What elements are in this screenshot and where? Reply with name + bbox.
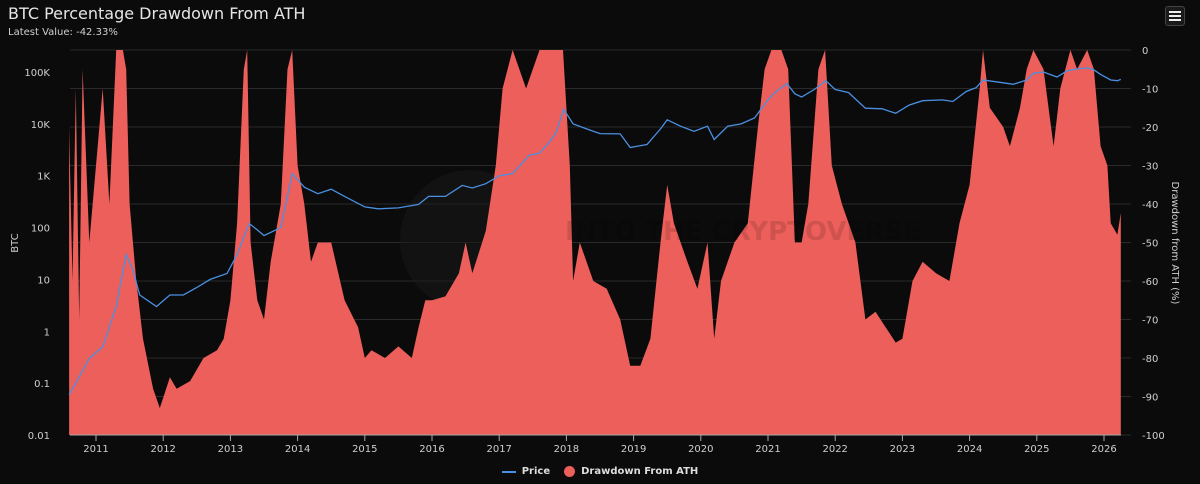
- legend: Price Drawdown From ATH: [0, 466, 1200, 477]
- legend-label-drawdown: Drawdown From ATH: [581, 466, 699, 477]
- x-tick-label: 2011: [83, 444, 108, 455]
- x-tick-label: 2014: [285, 444, 310, 455]
- x-tick-label: 2018: [554, 444, 579, 455]
- right-tick-label: -60: [1142, 277, 1158, 288]
- x-tick-label: 2013: [218, 444, 243, 455]
- legend-label-price: Price: [521, 466, 551, 477]
- x-tick-label: 2022: [822, 444, 847, 455]
- left-tick-label: 10K: [31, 120, 51, 131]
- legend-item-drawdown[interactable]: Drawdown From ATH: [564, 466, 698, 477]
- right-tick-label: 0: [1142, 46, 1148, 57]
- x-tick-label: 2017: [486, 444, 511, 455]
- right-tick-label: -40: [1142, 200, 1158, 211]
- x-tick-label: 2023: [890, 444, 915, 455]
- chart-title: BTC Percentage Drawdown From ATH: [8, 4, 306, 23]
- left-tick-label: 0.01: [28, 431, 50, 442]
- hamburger-menu-icon[interactable]: [1165, 6, 1185, 26]
- watermark-text: INTO THE CRYPTOVERSE: [565, 217, 921, 247]
- right-tick-label: -100: [1142, 431, 1165, 442]
- drawdown-area: [69, 50, 1121, 435]
- x-tick-label: 2024: [957, 444, 982, 455]
- left-tick-label: 10: [37, 275, 50, 286]
- x-tick-label: 2019: [621, 444, 646, 455]
- price-line-swatch: [501, 470, 516, 473]
- x-tick-label: 2026: [1091, 444, 1116, 455]
- left-tick-label: 1: [44, 327, 50, 338]
- legend-item-price[interactable]: Price: [501, 466, 551, 477]
- right-tick-label: -20: [1142, 123, 1158, 134]
- price-line: [68, 67, 1122, 395]
- x-tick-label: 2020: [688, 444, 713, 455]
- right-tick-label: -10: [1142, 85, 1158, 96]
- right-tick-label: -90: [1142, 393, 1158, 404]
- x-tick-label: 2021: [755, 444, 780, 455]
- x-tick-label: 2025: [1024, 444, 1049, 455]
- latest-value: Latest Value: -42.33%: [8, 27, 118, 38]
- right-tick-label: -70: [1142, 316, 1158, 327]
- left-tick-label: 1K: [37, 172, 50, 183]
- left-tick-label: 100K: [24, 68, 50, 79]
- drawdown-dot-swatch: [564, 466, 576, 477]
- left-tick-label: 100: [31, 224, 50, 235]
- right-axis-title: Drawdown from ATH (%): [1169, 182, 1180, 305]
- x-tick-label: 2015: [352, 444, 377, 455]
- right-tick-label: -80: [1142, 354, 1158, 365]
- x-tick-label: 2016: [419, 444, 444, 455]
- left-axis-title: BTC: [10, 233, 21, 252]
- left-tick-label: 0.1: [34, 379, 50, 390]
- right-tick-label: -50: [1142, 239, 1158, 250]
- right-tick-label: -30: [1142, 162, 1158, 173]
- x-tick-label: 2012: [150, 444, 175, 455]
